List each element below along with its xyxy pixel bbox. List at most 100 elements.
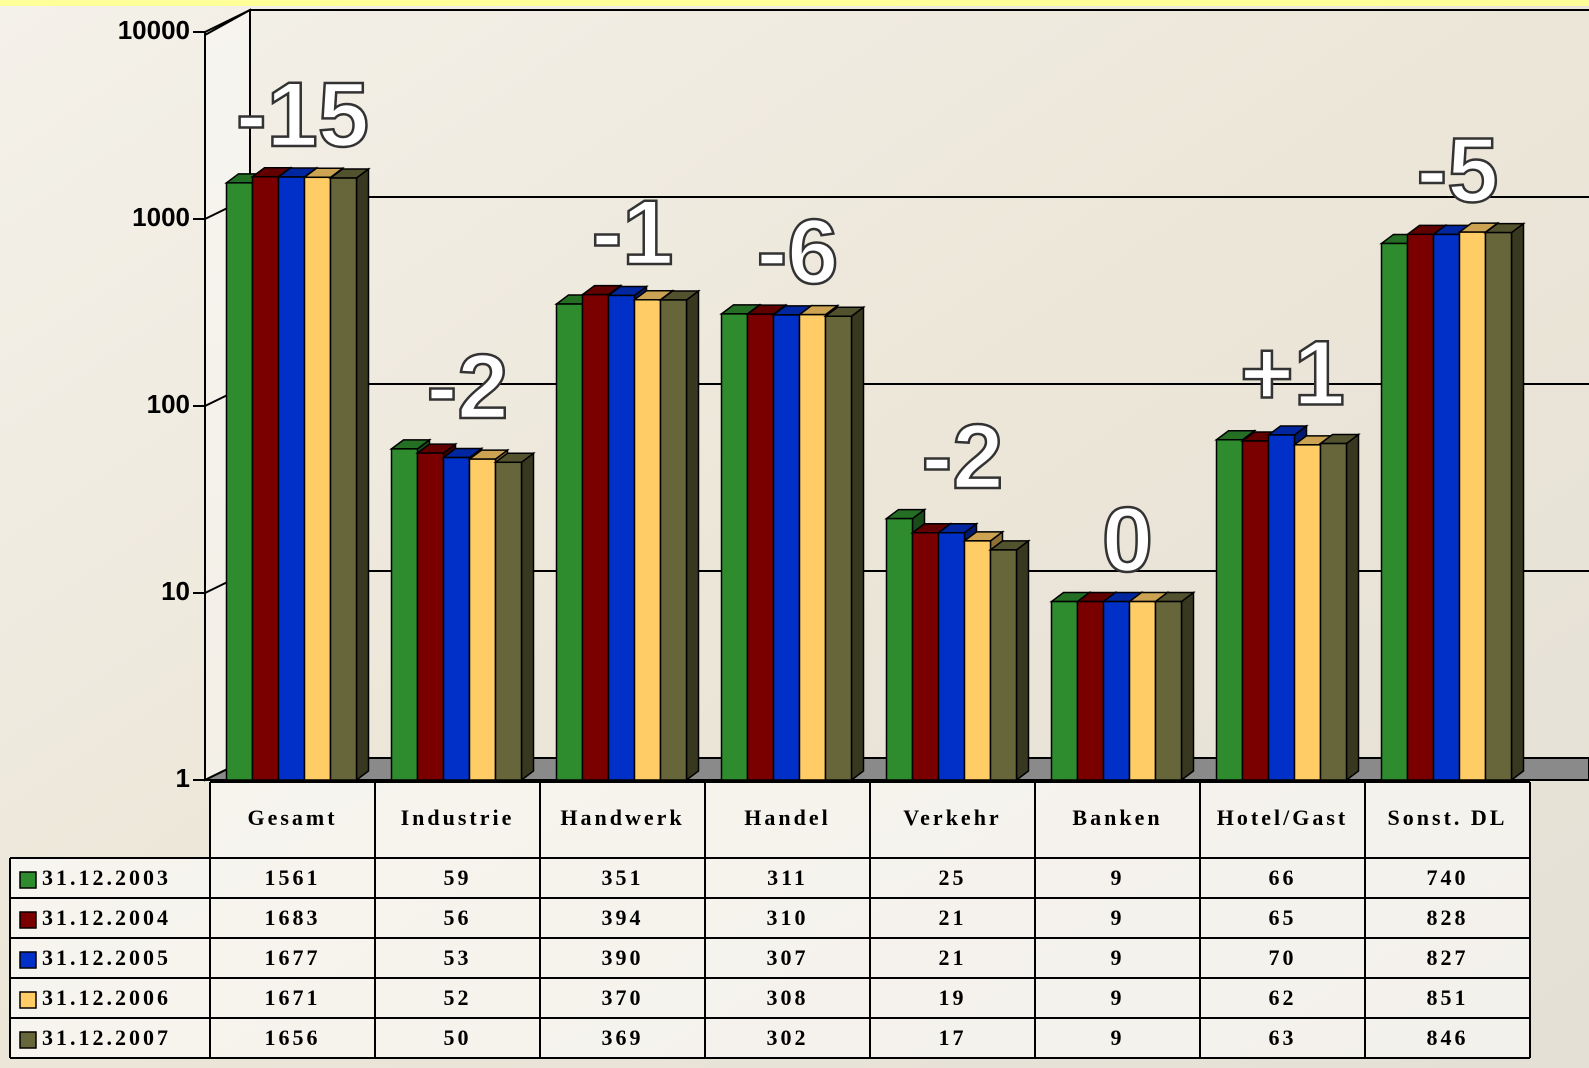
table-bg (10, 858, 1530, 1058)
bar (658, 289, 701, 782)
bar-front (1102, 600, 1131, 781)
annotation: -15 (236, 64, 369, 166)
bar-front (1128, 600, 1157, 781)
bar-front (633, 298, 662, 781)
bar-front (416, 452, 445, 781)
bar-front (1050, 600, 1079, 781)
table-value: 369 (602, 1025, 644, 1050)
x-tick-label: Verkehr (903, 805, 1001, 830)
bar-front (937, 531, 966, 781)
bar (1318, 433, 1361, 782)
bar-side (1345, 433, 1360, 782)
table-value: 302 (767, 1025, 809, 1050)
table-value: 828 (1427, 905, 1469, 930)
table-value: 25 (939, 865, 967, 890)
x-tick-label: Gesamt (247, 805, 337, 830)
y-tick-label: 100 (147, 389, 190, 419)
table-value: 1561 (265, 865, 321, 890)
table-value: 62 (1269, 985, 1297, 1010)
x-tick-label: Handwerk (560, 805, 684, 830)
legend-swatch (19, 1031, 37, 1049)
table-value: 740 (1427, 865, 1469, 890)
bar-front (1215, 438, 1244, 781)
legend-label: 31.12.2003 (42, 865, 171, 890)
bar-front (1432, 233, 1461, 781)
table-value: 56 (444, 905, 472, 930)
annotation: 0 (1102, 489, 1153, 591)
bar-side (355, 167, 370, 782)
bar-front (390, 448, 419, 781)
bar-front (251, 175, 280, 781)
bar-front (1293, 444, 1322, 781)
bar-front (746, 313, 775, 781)
bar-side (685, 289, 700, 782)
table-value: 1677 (265, 945, 321, 970)
table-value: 394 (602, 905, 644, 930)
bar-front (329, 177, 358, 781)
table-value: 70 (1269, 945, 1297, 970)
bar-front (1241, 440, 1270, 781)
legend-swatch (19, 911, 37, 929)
x-tick-label: Hotel/Gast (1217, 805, 1348, 830)
bar (823, 305, 866, 782)
bar (493, 451, 536, 782)
bar (988, 539, 1031, 782)
table-value: 846 (1427, 1025, 1469, 1050)
table-value: 1683 (265, 905, 321, 930)
x-tick-label: Banken (1072, 805, 1162, 830)
annotation: -2 (427, 336, 509, 438)
bar-front (442, 456, 471, 781)
bar-front (1267, 434, 1296, 781)
bar-front (555, 303, 584, 781)
bar-front (1484, 231, 1513, 781)
legend-swatch (19, 951, 37, 969)
table-value: 307 (767, 945, 809, 970)
bar (1153, 591, 1196, 782)
table-value: 310 (767, 905, 809, 930)
table-value: 851 (1427, 985, 1469, 1010)
y-tick-label: 1 (176, 763, 190, 793)
legend-label: 31.12.2006 (42, 985, 171, 1010)
table-value: 50 (444, 1025, 472, 1050)
table-value: 66 (1269, 865, 1297, 890)
y-tick-label: 10 (161, 576, 190, 606)
bar-front (494, 461, 523, 781)
bar-front (1319, 442, 1348, 781)
bar-side (850, 305, 865, 782)
x-tick-label: Handel (744, 805, 830, 830)
bar-front (277, 176, 306, 781)
bar-front (1154, 600, 1183, 781)
bar-front (1380, 242, 1409, 781)
table-value: 21 (939, 945, 967, 970)
bar-front (1406, 233, 1435, 781)
table-value: 9 (1111, 905, 1125, 930)
table-value: 19 (939, 985, 967, 1010)
bar-front (911, 531, 940, 781)
table-value: 59 (444, 865, 472, 890)
table-value: 65 (1269, 905, 1297, 930)
table-value: 9 (1111, 865, 1125, 890)
bar-side (1510, 222, 1525, 782)
table-value: 390 (602, 945, 644, 970)
bar-front (607, 294, 636, 781)
annotation: +1 (1240, 322, 1345, 424)
annotation: -2 (922, 406, 1004, 508)
bar-front (824, 315, 853, 781)
table-value: 370 (602, 985, 644, 1010)
bar-side (520, 451, 535, 782)
bar-front (1458, 231, 1487, 781)
legend-label: 31.12.2005 (42, 945, 171, 970)
bar-front (963, 540, 992, 781)
bar-front (1076, 600, 1105, 781)
bar-front (468, 458, 497, 781)
bar-side (1180, 591, 1195, 782)
table-value: 1656 (265, 1025, 321, 1050)
bar-front (772, 314, 801, 781)
table-value: 21 (939, 905, 967, 930)
grid-line (204, 9, 251, 33)
legend-label: 31.12.2004 (42, 905, 171, 930)
table-value: 17 (939, 1025, 967, 1050)
legend-swatch (19, 991, 37, 1009)
annotation: -5 (1417, 119, 1499, 221)
bar-front (581, 293, 610, 781)
